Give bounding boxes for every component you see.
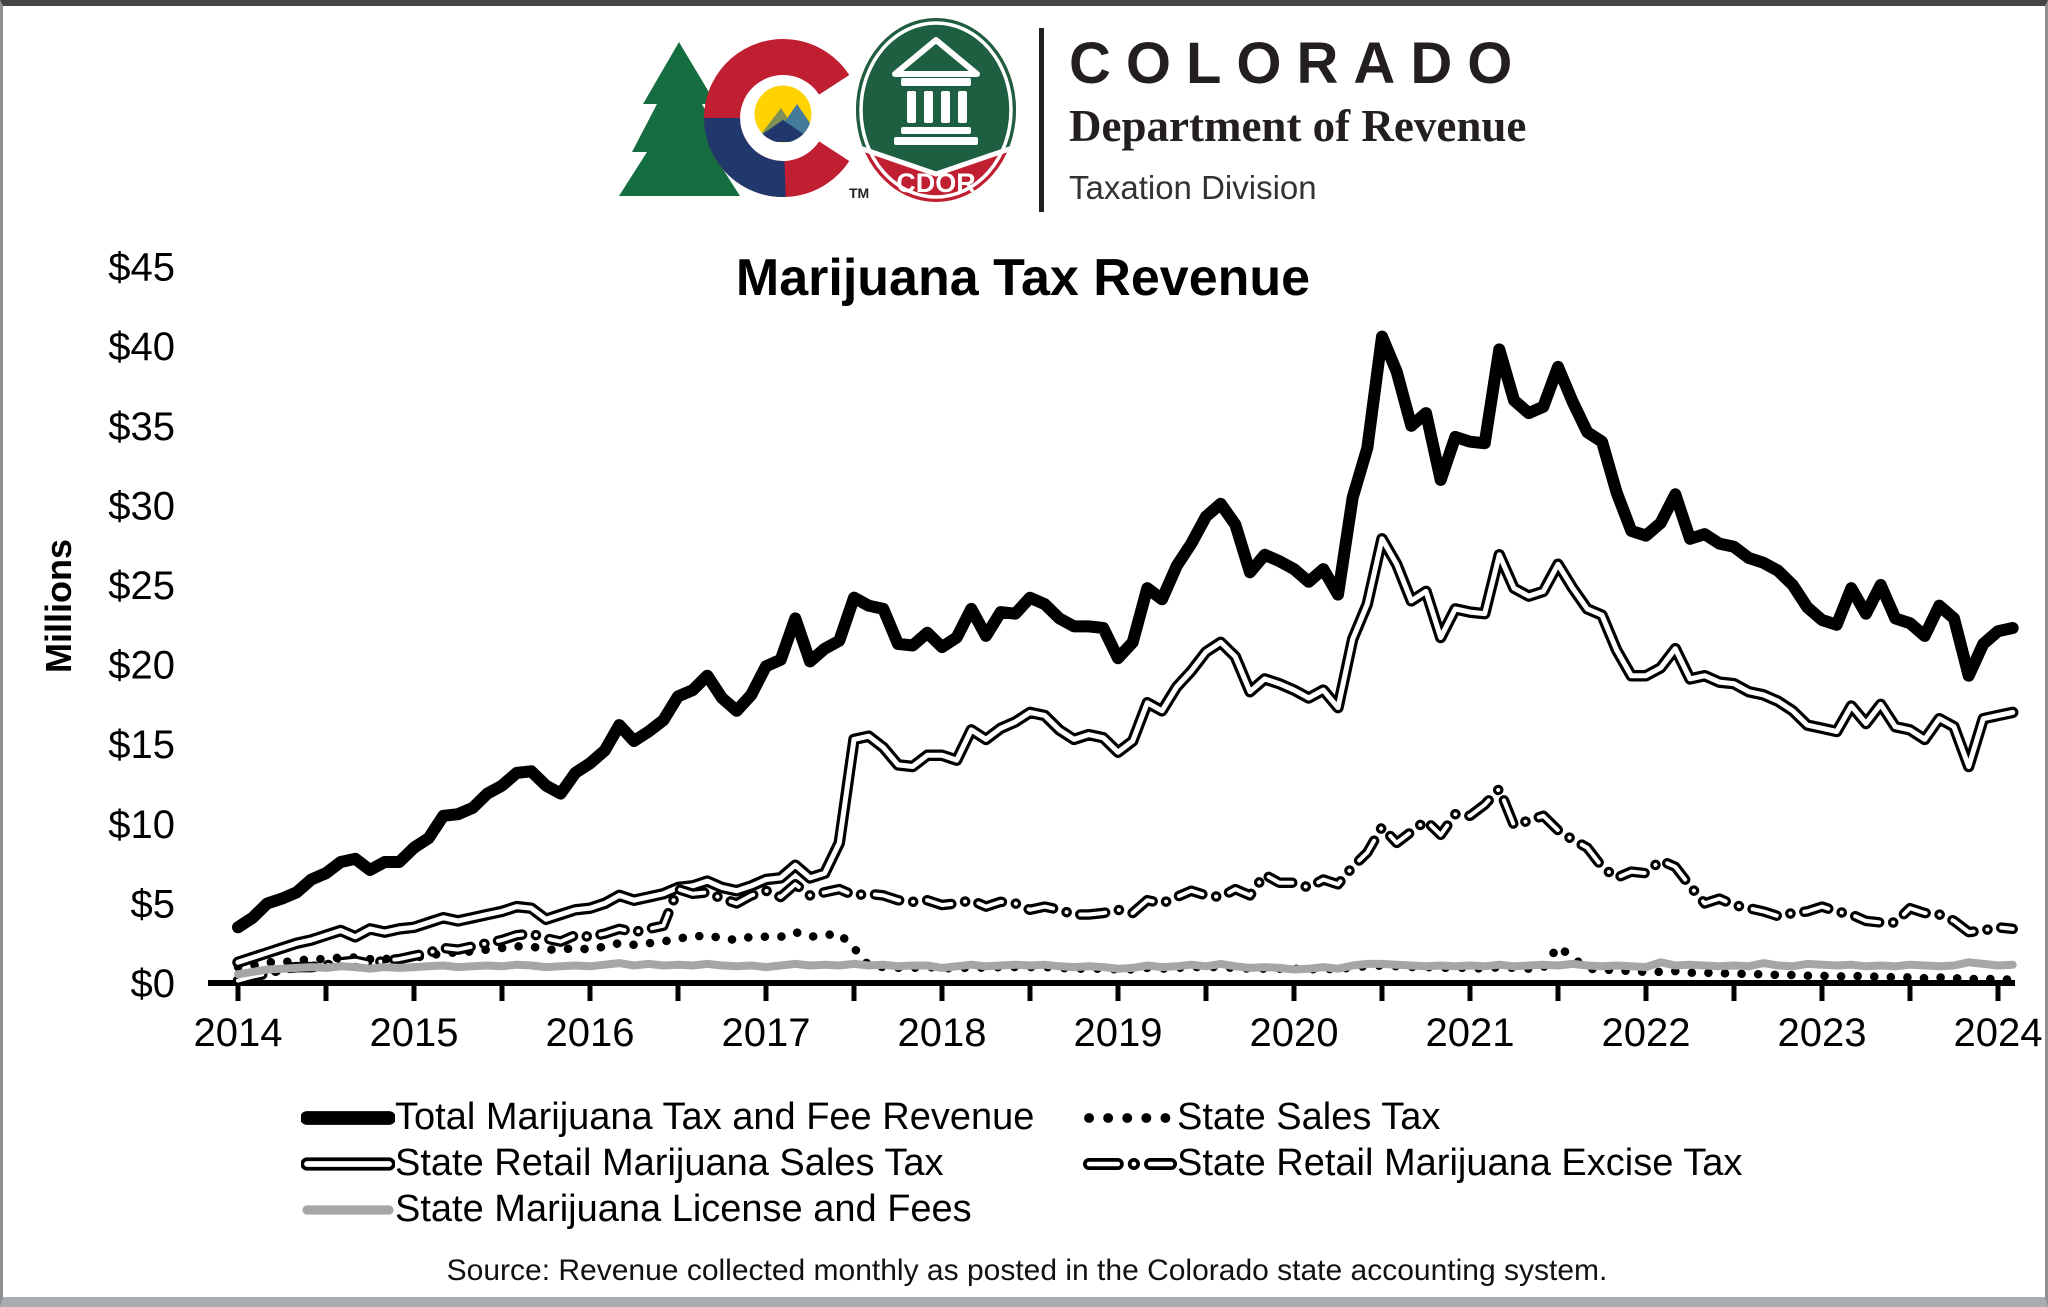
legend-item-license-fees: State Marijuana License and Fees — [301, 1188, 972, 1232]
pine-tree-icon — [619, 42, 740, 196]
trademark-mark: TM — [849, 185, 869, 201]
badge-green-top — [856, 18, 1016, 174]
svg-text:2021: 2021 — [1426, 1011, 1515, 1055]
colorado-state-logo: TM — [619, 39, 869, 201]
legend-marker-total-line — [301, 1111, 395, 1125]
mountain-navy — [754, 120, 812, 142]
legend-marker-dashed-line — [1083, 1157, 1177, 1171]
legend-item-retail-sales-tax: State Retail Marijuana Sales Tax — [301, 1142, 943, 1186]
badge-chevron-line — [856, 143, 1016, 177]
svg-text:$40: $40 — [108, 325, 175, 369]
header-divider — [1039, 28, 1044, 212]
svg-text:2015: 2015 — [370, 1011, 459, 1055]
c-ring-red — [704, 39, 850, 197]
badge-label: CDOR — [896, 168, 976, 198]
svg-text:2018: 2018 — [898, 1011, 987, 1055]
badge-white-ring — [859, 21, 1013, 199]
legend-marker-double-line — [301, 1157, 395, 1171]
header-logo-group: TM CDOR — [619, 18, 1016, 202]
svg-text:$10: $10 — [108, 803, 175, 847]
svg-text:$25: $25 — [108, 564, 175, 608]
svg-text:$20: $20 — [108, 644, 175, 688]
legend-item-total: Total Marijuana Tax and Fee Revenue — [301, 1096, 1034, 1140]
svg-text:2024: 2024 — [1954, 1011, 2043, 1055]
brand-subtitle: Department of Revenue — [1069, 101, 1527, 151]
svg-text:2019: 2019 — [1074, 1011, 1163, 1055]
line-chart: $0 $5 $10 $15 $20 $25 $30 $35 $40 $45 2014 2015 2016… — [108, 246, 2043, 1055]
cdor-badge: CDOR — [856, 18, 1016, 202]
c-ring-navy — [704, 117, 786, 198]
svg-text:$30: $30 — [108, 484, 175, 528]
temple-icon — [892, 37, 980, 145]
svg-text:2023: 2023 — [1778, 1011, 1867, 1055]
svg-text:$5: $5 — [131, 882, 176, 926]
svg-text:$35: $35 — [108, 405, 175, 449]
brand-title: COLORADO — [1069, 31, 1528, 96]
chart-title: Marijuana Tax Revenue — [735, 249, 1311, 307]
legend-label: State Retail Marijuana Excise Tax — [1177, 1142, 1743, 1184]
legend-item-excise-tax: State Retail Marijuana Excise Tax — [1083, 1142, 1742, 1186]
legend-marker-gray-line — [302, 1205, 394, 1215]
svg-text:2014: 2014 — [194, 1011, 283, 1055]
legend-label: State Marijuana License and Fees — [395, 1188, 972, 1230]
svg-text:2017: 2017 — [722, 1011, 811, 1055]
legend-label: State Retail Marijuana Sales Tax — [395, 1142, 944, 1184]
svg-text:2022: 2022 — [1602, 1011, 1691, 1055]
svg-text:$45: $45 — [108, 246, 175, 290]
legend-item-sales-tax: State Sales Tax — [1083, 1096, 1440, 1140]
svg-text:$0: $0 — [131, 962, 176, 1006]
svg-text:$15: $15 — [108, 723, 175, 767]
svg-text:2020: 2020 — [1250, 1011, 1339, 1055]
legend-label: Total Marijuana Tax and Fee Revenue — [395, 1096, 1035, 1138]
source-note: Source: Revenue collected monthly as pos… — [446, 1254, 1608, 1287]
legend-marker-dotted-line — [1084, 1113, 1176, 1123]
svg-text:2016: 2016 — [546, 1011, 635, 1055]
legend-label: State Sales Tax — [1177, 1096, 1441, 1138]
brand-division: Taxation Division — [1069, 169, 1317, 206]
